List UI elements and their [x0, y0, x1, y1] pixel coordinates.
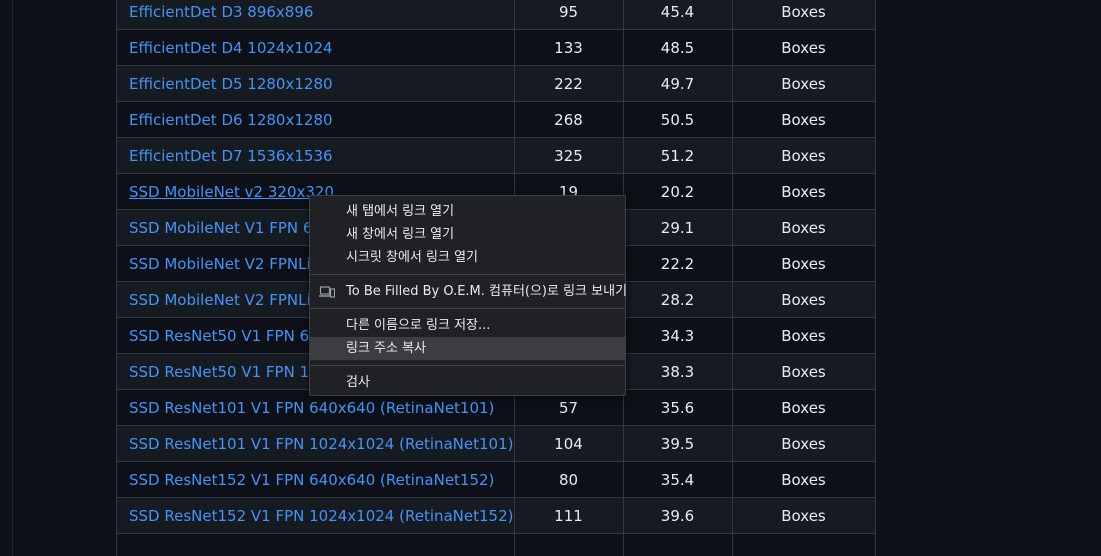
- model-link[interactable]: EfficientDet D5 1280x1280: [129, 74, 333, 93]
- table-row: [116, 533, 876, 556]
- model-link[interactable]: EfficientDet D7 1536x1536: [129, 146, 333, 165]
- model-link[interactable]: EfficientDet D4 1024x1024: [129, 38, 333, 57]
- menu-separator: [310, 274, 625, 275]
- coco-map-cell: 39.6: [622, 497, 733, 534]
- table-row: SSD ResNet152 V1 FPN 1024x1024 (RetinaNe…: [116, 497, 876, 534]
- table-row: SSD ResNet152 V1 FPN 640x640 (RetinaNet1…: [116, 461, 876, 498]
- speed-cell: 95: [513, 0, 624, 30]
- coco-map-cell: 34.3: [622, 317, 733, 354]
- coco-map-cell: 51.2: [622, 137, 733, 174]
- coco-map-cell: 20.2: [622, 173, 733, 210]
- menu-open-new-tab[interactable]: 새 탭에서 링크 열기: [346, 204, 455, 219]
- outputs-cell: Boxes: [731, 425, 876, 462]
- menu-copy-link-address[interactable]: 링크 주소 복사: [310, 337, 625, 360]
- menu-save-link-as[interactable]: 다른 이름으로 링크 저장...: [346, 318, 491, 333]
- outputs-cell: Boxes: [731, 389, 876, 426]
- coco-map-cell: 48.5: [622, 29, 733, 66]
- model-link[interactable]: SSD ResNet101 V1 FPN 640x640 (RetinaNet1…: [129, 398, 495, 417]
- outputs-cell: Boxes: [731, 281, 876, 318]
- menu-send-to-device-label: To Be Filled By O.E.M. 컴퓨터(으)로 링크 보내기: [346, 284, 628, 299]
- menu-send-to-device[interactable]: To Be Filled By O.E.M. 컴퓨터(으)로 링크 보내기: [310, 280, 628, 303]
- outputs-cell: [731, 533, 876, 556]
- menu-open-incognito[interactable]: 시크릿 창에서 링크 열기: [346, 250, 478, 265]
- model-name-cell: EfficientDet D3 896x896: [116, 0, 515, 30]
- coco-map-cell: 49.7: [622, 65, 733, 102]
- model-link[interactable]: SSD ResNet152 V1 FPN 1024x1024 (RetinaNe…: [129, 506, 514, 525]
- coco-map-cell: 28.2: [622, 281, 733, 318]
- table-row: EfficientDet D6 1280x1280 268 50.5 Boxes: [116, 101, 876, 138]
- menu-open-new-window[interactable]: 새 창에서 링크 열기: [346, 227, 455, 242]
- outputs-cell: Boxes: [731, 317, 876, 354]
- coco-map-cell: 35.6: [622, 389, 733, 426]
- content-border: [12, 0, 13, 556]
- coco-map-cell: 39.5: [622, 425, 733, 462]
- outputs-cell: Boxes: [731, 0, 876, 30]
- model-name-cell: EfficientDet D5 1280x1280: [116, 65, 515, 102]
- table-row: SSD ResNet101 V1 FPN 1024x1024 (RetinaNe…: [116, 425, 876, 462]
- coco-map-cell: 50.5: [622, 101, 733, 138]
- speed-cell: 133: [513, 29, 624, 66]
- model-link[interactable]: EfficientDet D3 896x896: [129, 2, 314, 21]
- model-name-cell: EfficientDet D4 1024x1024: [116, 29, 515, 66]
- outputs-cell: Boxes: [731, 497, 876, 534]
- menu-separator: [310, 308, 625, 309]
- model-name-cell: EfficientDet D7 1536x1536: [116, 137, 515, 174]
- outputs-cell: Boxes: [731, 353, 876, 390]
- outputs-cell: Boxes: [731, 101, 876, 138]
- coco-map-cell: 22.2: [622, 245, 733, 282]
- outputs-cell: Boxes: [731, 245, 876, 282]
- speed-cell: 80: [513, 461, 624, 498]
- model-link[interactable]: SSD ResNet152 V1 FPN 640x640 (RetinaNet1…: [129, 470, 495, 489]
- table-row: EfficientDet D5 1280x1280 222 49.7 Boxes: [116, 65, 876, 102]
- laptop-phone-icon: [319, 286, 335, 298]
- outputs-cell: Boxes: [731, 137, 876, 174]
- table-row: EfficientDet D3 896x896 95 45.4 Boxes: [116, 0, 876, 30]
- coco-map-cell: 29.1: [622, 209, 733, 246]
- model-link[interactable]: SSD MobileNet v2 320x320: [129, 182, 334, 201]
- coco-map-cell: [622, 533, 733, 556]
- speed-cell: 222: [513, 65, 624, 102]
- model-name-cell: SSD ResNet152 V1 FPN 640x640 (RetinaNet1…: [116, 461, 515, 498]
- outputs-cell: Boxes: [731, 29, 876, 66]
- coco-map-cell: 35.4: [622, 461, 733, 498]
- speed-cell: 325: [513, 137, 624, 174]
- menu-separator: [310, 365, 625, 366]
- model-name-cell: EfficientDet D6 1280x1280: [116, 101, 515, 138]
- outputs-cell: Boxes: [731, 209, 876, 246]
- speed-cell: 111: [513, 497, 624, 534]
- model-name-cell: [116, 533, 515, 556]
- coco-map-cell: 45.4: [622, 0, 733, 30]
- speed-cell: 268: [513, 101, 624, 138]
- outputs-cell: Boxes: [731, 461, 876, 498]
- speed-cell: [513, 533, 624, 556]
- link-context-menu: 새 탭에서 링크 열기 새 창에서 링크 열기 시크릿 창에서 링크 열기 To…: [309, 195, 628, 396]
- coco-map-cell: 38.3: [622, 353, 733, 390]
- menu-inspect[interactable]: 검사: [346, 375, 370, 390]
- outputs-cell: Boxes: [731, 173, 876, 210]
- model-name-cell: SSD ResNet101 V1 FPN 1024x1024 (RetinaNe…: [116, 425, 515, 462]
- table-row: EfficientDet D7 1536x1536 325 51.2 Boxes: [116, 137, 876, 174]
- table-row: EfficientDet D4 1024x1024 133 48.5 Boxes: [116, 29, 876, 66]
- model-link[interactable]: EfficientDet D6 1280x1280: [129, 110, 333, 129]
- outputs-cell: Boxes: [731, 65, 876, 102]
- speed-cell: 104: [513, 425, 624, 462]
- model-name-cell: SSD ResNet152 V1 FPN 1024x1024 (RetinaNe…: [116, 497, 515, 534]
- model-link[interactable]: SSD ResNet101 V1 FPN 1024x1024 (RetinaNe…: [129, 434, 514, 453]
